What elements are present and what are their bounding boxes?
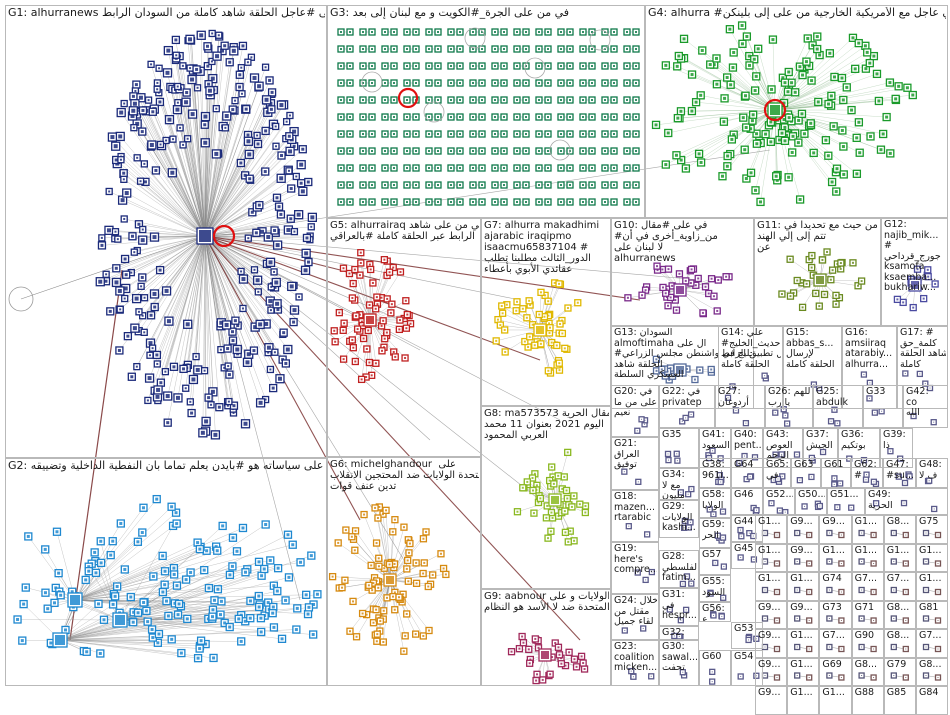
mini-group-panel [819,686,851,715]
group-panel-g18 [611,490,659,542]
group-panel-g62 [851,458,883,488]
group-panel-g2 [5,458,327,686]
group-panel-g63 [791,458,821,488]
mini-group-panel [852,515,884,544]
group-panel-g3 [327,5,645,218]
mini-group-panel [787,658,819,687]
group-panel-g56 [699,602,731,622]
mini-group-panel [819,601,851,630]
mini-group-panel [787,572,819,601]
group-panel-g35 [659,428,699,468]
group-panel-g32 [659,626,699,640]
mini-group-panel [787,515,819,544]
mini-group-panel [884,544,916,573]
group-panel-g30 [659,640,699,686]
mini-group-panel [916,686,948,715]
mini-group-panel [852,658,884,687]
mini-group-panel [755,601,787,630]
group-panel-g20 [611,385,659,437]
group-panel-g59 [699,518,731,548]
group-panel-g25 [813,385,863,428]
mini-group-panel [884,572,916,601]
mini-group-panel [755,572,787,601]
group-panel-g1 [5,5,327,458]
group-panel-g10 [611,218,754,326]
group-panel-g8 [481,406,611,589]
mini-group-panel [787,686,819,715]
mini-group-panel [916,629,948,658]
group-panel-g61 [821,458,851,488]
mini-group-panel [884,515,916,544]
mini-group-panel [755,658,787,687]
mini-group-panel [819,515,851,544]
group-panel-g57 [699,548,731,575]
mini-group-panel [819,629,851,658]
group-panel-g5 [327,218,481,457]
mini-group-panel [884,686,916,715]
mini-group-panel [819,572,851,601]
group-panel-g27 [715,385,765,428]
mini-group-panel [819,658,851,687]
mini-group-panel [852,572,884,601]
mini-group-panel [787,601,819,630]
mini-group-panel [916,544,948,573]
group-panel-g11 [754,218,881,326]
group-panel-g7 [481,218,611,406]
group-panel-g29 [659,500,699,538]
group-panel-g21 [611,437,659,490]
group-panel-g49 [865,488,948,515]
group-panel-g24 [611,594,659,640]
group-panel-g48 [916,458,948,488]
group-panel-g55 [699,575,731,602]
group-panel-g28 [659,550,699,588]
group-panel-g60 [699,650,731,686]
mini-group-panel [755,686,787,715]
group-panel-g6 [327,457,481,686]
group-panel-g26 [765,385,813,428]
group-panel-g33 [863,385,903,428]
mini-group-panel [787,544,819,573]
mini-group-panel [787,629,819,658]
mini-group-panel [884,601,916,630]
group-panel-g23 [611,640,659,686]
group-panel-g64 [731,458,763,488]
mini-group-panel [755,515,787,544]
group-panel-g65 [763,458,791,488]
group-panel-g34 [659,468,699,500]
mini-group-panel [852,544,884,573]
group-panel-g31 [659,588,699,626]
group-panel-g4 [645,5,948,218]
mini-group-panel [852,629,884,658]
group-panel-g41 [699,428,731,468]
group-panel-g19 [611,542,659,594]
mini-group-panel [852,601,884,630]
mini-group-panel [819,544,851,573]
network-graph-canvas: G1: alhurranews في على #عاجل الحلقة شاهد… [0,0,950,688]
mini-group-panel [916,515,948,544]
mini-group-panel [916,601,948,630]
mini-group-panel [852,686,884,715]
mini-group-panel [884,658,916,687]
group-panel-g50 [795,488,827,515]
group-panel-g9 [481,589,611,686]
mini-group-panel [916,658,948,687]
group-panel-g51 [827,488,865,515]
mini-group-panel [884,629,916,658]
group-panel-g52 [763,488,795,515]
group-panel-g58 [699,488,731,518]
group-panel-g47 [883,458,916,488]
group-panel-g46 [731,488,763,515]
group-panel-g22 [659,385,715,428]
group-panel-g42 [903,385,948,428]
mini-group-panel [755,629,787,658]
mini-group-panel [755,544,787,573]
mini-group-panel [916,572,948,601]
group-panel-g12 [881,218,948,326]
